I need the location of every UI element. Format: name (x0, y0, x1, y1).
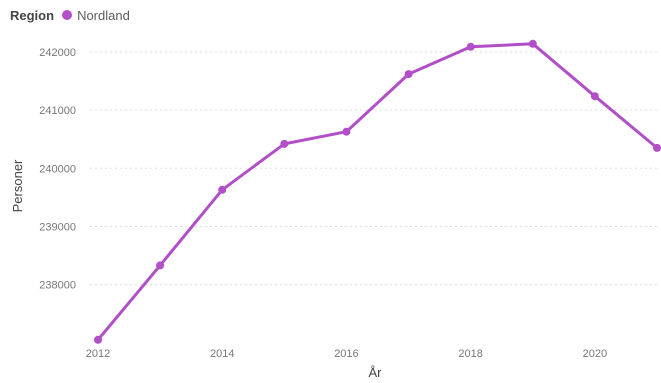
x-axis-ticks: 2012 2014 2016 2018 2020 (86, 348, 607, 360)
gridlines (90, 51, 657, 286)
data-point[interactable] (280, 139, 289, 148)
x-tick-label: 2018 (458, 348, 482, 360)
y-tick-label: 240000 (39, 163, 76, 175)
y-tick-label: 242000 (39, 47, 76, 59)
data-point[interactable] (404, 70, 413, 79)
data-point[interactable] (528, 39, 537, 48)
y-tick-label: 239000 (39, 221, 76, 233)
x-tick-label: 2012 (86, 348, 110, 360)
data-point[interactable] (94, 335, 102, 344)
y-axis-ticks: 238000 239000 240000 241000 242000 (39, 47, 76, 292)
data-point[interactable] (156, 261, 165, 270)
y-axis-title: Personer (10, 159, 25, 212)
data-point[interactable] (466, 42, 475, 51)
data-point[interactable] (653, 143, 661, 152)
x-axis-title: År (369, 365, 383, 380)
series-line (96, 42, 659, 342)
x-tick-label: 2020 (583, 348, 607, 360)
y-tick-label: 238000 (39, 280, 76, 292)
series-layer (94, 39, 661, 344)
data-point[interactable] (218, 185, 227, 194)
x-tick-label: 2014 (210, 348, 234, 360)
data-point[interactable] (590, 92, 599, 101)
legend-item-label: Nordland (77, 7, 130, 23)
data-point[interactable] (342, 127, 351, 136)
y-tick-label: 241000 (39, 105, 76, 117)
legend-title: Region (10, 7, 55, 23)
legend-item-nordland[interactable]: Nordland (62, 8, 130, 23)
legend: Region Nordland (10, 6, 130, 24)
x-tick-label: 2016 (334, 348, 358, 360)
legend-swatch (62, 10, 73, 20)
